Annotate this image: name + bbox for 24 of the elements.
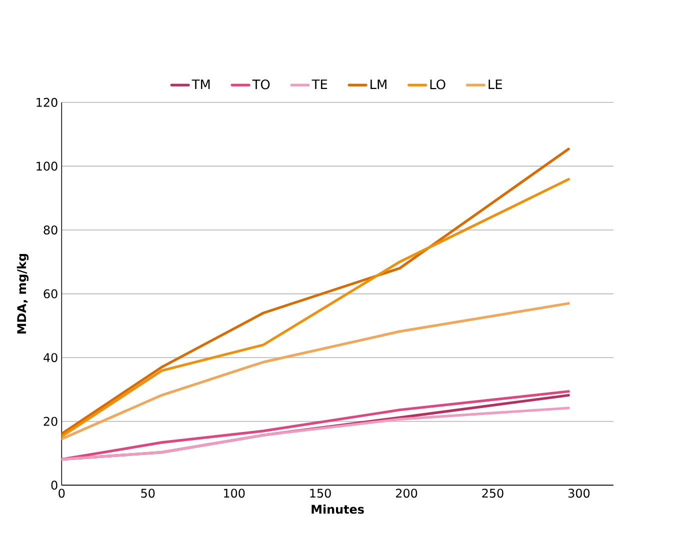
x-tick-label: 150 [310, 488, 331, 498]
y-tick-label: 80 [44, 226, 58, 235]
y-tick-label: 100 [36, 162, 58, 171]
line-series [62, 302, 570, 440]
y-tick-label: 120 [36, 98, 58, 107]
x-tick-label: 50 [141, 488, 155, 498]
x-tick-label: 200 [396, 488, 418, 498]
legend-label: TM [192, 80, 210, 90]
y-tick-label: 40 [44, 353, 58, 362]
y-tick-label: 20 [44, 416, 58, 426]
x-tick-label: 300 [568, 488, 590, 498]
y-tick-label: 60 [44, 289, 58, 298]
line-series [62, 406, 570, 461]
legend-label: TO [252, 80, 270, 90]
x-tick-label: 100 [224, 488, 245, 498]
x-axis-title: Minutes [312, 504, 364, 514]
y-axis-title: MDA, mg/kg [16, 254, 29, 334]
legend-label: TE [312, 80, 328, 90]
y-tick-label: 0 [51, 480, 58, 490]
x-tick-label: 250 [482, 488, 504, 498]
legend-label: LO [430, 80, 446, 90]
legend-label: LM [370, 80, 386, 90]
legend-label: LE [488, 80, 502, 90]
x-tick-label: 0 [58, 488, 65, 498]
